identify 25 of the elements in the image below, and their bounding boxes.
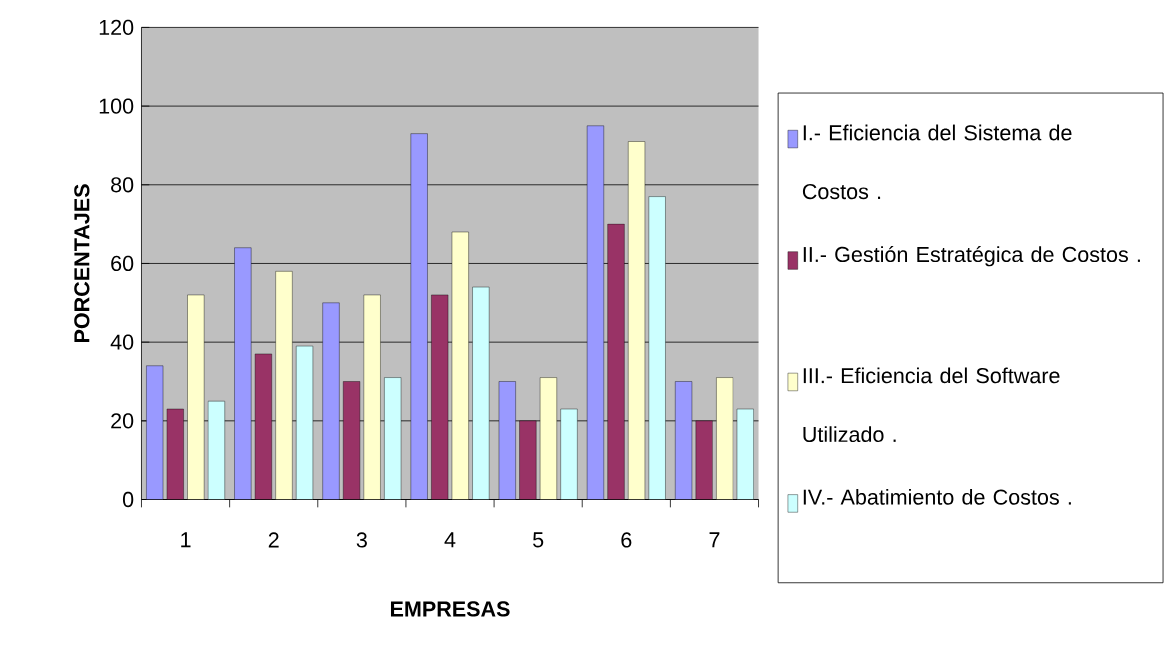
legend-label: IV.- Abatimiento de Costos . [803, 488, 1071, 505]
bar [586, 125, 604, 500]
bar [410, 133, 428, 500]
text: III.- Eficiencia del Software Utilizado . [803, 367, 1060, 443]
x-tick-label: 3 [356, 532, 367, 548]
x-tick-label: 7 [709, 532, 720, 548]
legend-label: II.- Gestión Estratégica de Costos . [803, 246, 1140, 267]
bar [146, 365, 164, 500]
text: I.- Eficiencia del Sistema de Costos . [802, 124, 1072, 200]
x-tick-label: 4 [444, 532, 456, 548]
x-tick-label: 6 [621, 532, 632, 548]
bar [234, 247, 252, 500]
y-tick-label: 20 [111, 413, 134, 429]
x-tick-label: 5 [533, 532, 544, 548]
x-tick-label: 2 [268, 532, 279, 548]
x-tick-label: 1 [181, 532, 191, 548]
x-axis-title: EMPRESAS [390, 601, 510, 617]
y-axis-title: PORCENTAJES [74, 184, 90, 343]
y-tick-label: 120 [99, 19, 134, 36]
y-tick-label: 0 [122, 491, 134, 508]
y-tick-label: 60 [111, 255, 134, 272]
y-tick-label: 100 [99, 98, 134, 114]
y-tick-label: 40 [110, 334, 134, 350]
y-tick-label: 80 [111, 177, 134, 193]
bar [322, 302, 340, 500]
